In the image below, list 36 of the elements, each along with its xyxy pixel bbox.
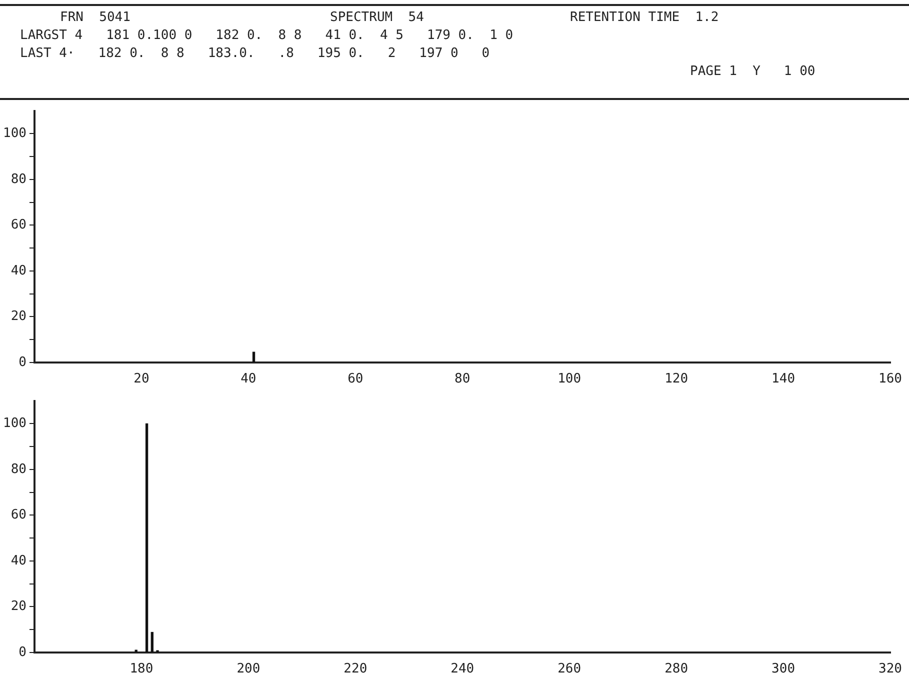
x-tick-label: 240 xyxy=(450,662,474,677)
x-tick-label: 120 xyxy=(664,372,688,387)
x-tick-label: 160 xyxy=(878,372,902,387)
y-tick-label: 20 xyxy=(10,309,26,324)
x-tick-label: 140 xyxy=(772,372,796,387)
bar xyxy=(145,423,148,652)
x-tick-label: 20 xyxy=(134,372,150,387)
y-tick-label: 100 xyxy=(2,416,26,432)
x-tick-label: 40 xyxy=(240,372,256,387)
y-tick-label: 40 xyxy=(10,553,26,568)
y-tick-label: 80 xyxy=(10,462,26,477)
x-tick-label: 280 xyxy=(664,662,688,677)
x-tick-label: 180 xyxy=(130,662,154,677)
x-tick-label: 200 xyxy=(236,662,260,677)
x-tick-label: 60 xyxy=(348,372,364,387)
x-tick-label: 80 xyxy=(454,372,470,387)
y-tick-label: 100 xyxy=(2,126,26,142)
y-tick-label: 0 xyxy=(18,644,26,660)
text: LAST 4· 182 0. 8 8 183.0. .8 195 0. 2 197 0 0 xyxy=(20,46,490,61)
y-tick-label: 60 xyxy=(10,508,26,523)
text: RETENTION TIME 1.2 xyxy=(570,10,719,25)
y-tick-label: 40 xyxy=(10,263,26,278)
x-tick-label: 300 xyxy=(772,662,796,677)
y-tick-label: 0 xyxy=(18,354,26,370)
x-tick-label: 260 xyxy=(558,662,582,677)
y-tick-label: 60 xyxy=(10,218,26,233)
x-tick-label: 220 xyxy=(344,662,368,677)
text: LARGST 4 181 0.100 0 182 0. 8 8 41 0. 4 5 179 0. 1 0 xyxy=(20,28,514,43)
text: SPECTRUM 54 xyxy=(330,10,424,25)
x-tick-label: 320 xyxy=(878,662,902,677)
y-tick-label: 20 xyxy=(10,599,26,614)
x-tick-label: 100 xyxy=(558,372,582,387)
text: PAGE 1 Y 1 00 xyxy=(690,64,816,79)
y-tick-label: 80 xyxy=(10,172,26,187)
bar xyxy=(150,632,154,652)
text: FRN 5041 xyxy=(60,10,130,25)
